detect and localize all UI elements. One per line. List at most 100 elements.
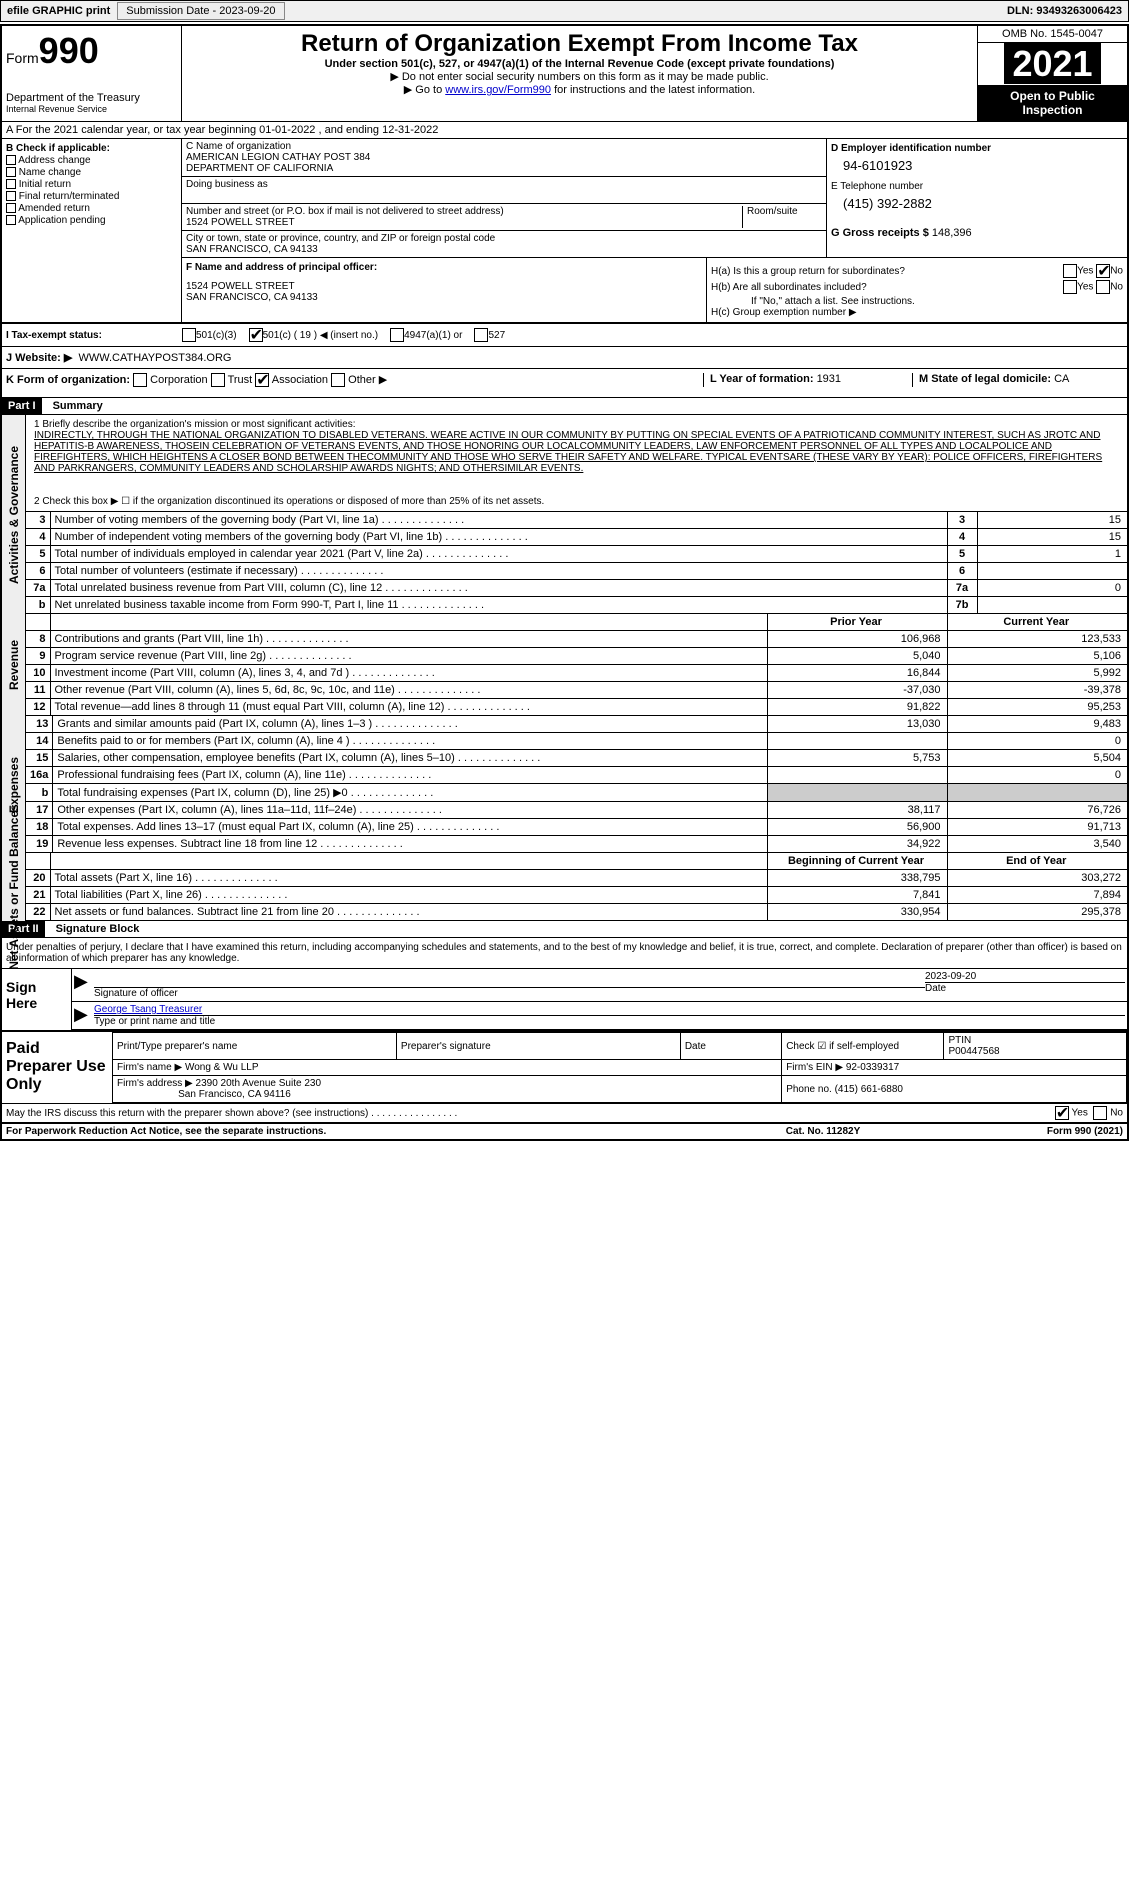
table-row: 11Other revenue (Part VIII, column (A), … <box>26 682 1127 699</box>
row-k: K Form of organization: Corporation Trus… <box>2 369 1127 398</box>
table-row: 16aProfessional fundraising fees (Part I… <box>26 767 1127 784</box>
form-title: Return of Organization Exempt From Incom… <box>186 30 973 58</box>
revenue-section: Revenue Prior YearCurrent Year 8Contribu… <box>2 614 1127 716</box>
submission-date-button[interactable]: Submission Date - 2023-09-20 <box>117 2 284 20</box>
firm-addr-2: San Francisco, CA 94116 <box>178 1089 291 1100</box>
f-label: F Name and address of principal officer: <box>186 262 702 273</box>
ha-no[interactable] <box>1096 264 1110 278</box>
governance-table: 3Number of voting members of the governi… <box>26 512 1127 614</box>
k-assoc[interactable] <box>255 373 269 387</box>
l-value: 1931 <box>817 373 841 385</box>
open-inspection: Open to Public Inspection <box>978 85 1127 121</box>
g-label: G Gross receipts $ <box>831 227 929 239</box>
dept-label: Department of the Treasury <box>6 92 177 104</box>
check-amended[interactable]: Amended return <box>6 203 177 214</box>
i-4947[interactable] <box>390 328 404 342</box>
table-row: 7aTotal unrelated business revenue from … <box>26 580 1127 597</box>
i-527[interactable] <box>474 328 488 342</box>
expenses-section: Expenses 13Grants and similar amounts pa… <box>2 716 1127 853</box>
table-row: 17Other expenses (Part IX, column (A), l… <box>26 802 1127 819</box>
city-state-zip: SAN FRANCISCO, CA 94133 <box>186 244 822 255</box>
hb-yes[interactable] <box>1063 280 1077 294</box>
form-footer: Form 990 (2021) <box>923 1126 1123 1137</box>
no-label-2: No <box>1110 282 1123 293</box>
firm-name: Wong & Wu LLP <box>185 1062 259 1073</box>
table-row: bNet unrelated business taxable income f… <box>26 597 1127 614</box>
prep-sig-label: Preparer's signature <box>396 1033 680 1060</box>
table-row: 9Program service revenue (Part VIII, lin… <box>26 648 1127 665</box>
row-j: J Website: ▶ WWW.CATHAYPOST384.ORG <box>2 347 1127 369</box>
firm-addr-1: 2390 20th Avenue Suite 230 <box>196 1078 321 1089</box>
i-501c[interactable] <box>249 328 263 342</box>
k-opt-2: Association <box>272 374 328 386</box>
check-amended-label: Amended return <box>18 203 90 214</box>
tab-netassets: Net Assets or Fund Balances <box>7 804 21 970</box>
k-other[interactable] <box>331 373 345 387</box>
ha-yes[interactable] <box>1063 264 1077 278</box>
org-name-2: DEPARTMENT OF CALIFORNIA <box>186 163 822 174</box>
netassets-header: Beginning of Current YearEnd of Year <box>26 853 1127 870</box>
hb-note: If "No," attach a list. See instructions… <box>711 296 1123 307</box>
line1-label: 1 Briefly describe the organization's mi… <box>34 419 1119 430</box>
ptin-label: PTIN <box>948 1035 971 1046</box>
k-trust[interactable] <box>211 373 225 387</box>
yes-label: Yes <box>1077 266 1093 277</box>
table-row: 10Investment income (Part VIII, column (… <box>26 665 1127 682</box>
part2-header: Part II Signature Block <box>2 921 1127 938</box>
hb-no[interactable] <box>1096 280 1110 294</box>
form-number: Form990 <box>6 30 177 72</box>
ptin-value: P00447568 <box>948 1046 999 1057</box>
firm-phone: (415) 661-6880 <box>835 1084 903 1095</box>
officer-name[interactable]: George Tsang Treasurer <box>94 1004 1125 1015</box>
form-header: Form990 Department of the Treasury Inter… <box>2 26 1127 122</box>
check-address[interactable]: Address change <box>6 155 177 166</box>
netassets-section: Net Assets or Fund Balances Beginning of… <box>2 853 1127 921</box>
k-corp[interactable] <box>133 373 147 387</box>
check-pending[interactable]: Application pending <box>6 215 177 226</box>
discuss-no[interactable] <box>1093 1106 1107 1120</box>
check-name[interactable]: Name change <box>6 167 177 178</box>
sig-date-value: 2023-09-20 <box>925 971 1125 982</box>
website-value: WWW.CATHAYPOST384.ORG <box>78 352 231 364</box>
sub3-post: for instructions and the latest informat… <box>551 84 755 96</box>
activities-section: Activities & Governance 1 Briefly descri… <box>2 415 1127 614</box>
b-header: B Check if applicable: <box>6 143 177 154</box>
col-de: D Employer identification number 94-6101… <box>827 139 1127 257</box>
firm-name-label: Firm's name ▶ <box>117 1062 182 1073</box>
table-row: 3Number of voting members of the governi… <box>26 512 1127 529</box>
part1-header: Part I Summary <box>2 398 1127 415</box>
sub3-pre: ▶ Go to <box>404 84 445 96</box>
ha-label: H(a) Is this a group return for subordin… <box>711 266 905 277</box>
sig-officer-label: Signature of officer <box>94 987 925 999</box>
d-label: D Employer identification number <box>831 143 1123 154</box>
paid-preparer-label: Paid Preparer Use Only <box>2 1032 112 1103</box>
omb-number: OMB No. 1545-0047 <box>978 26 1127 43</box>
prep-name-label: Print/Type preparer's name <box>113 1033 397 1060</box>
sign-here-label: Sign Here <box>2 969 72 1030</box>
discuss-yes[interactable] <box>1055 1106 1069 1120</box>
check-final[interactable]: Final return/terminated <box>6 191 177 202</box>
irs-label: Internal Revenue Service <box>6 104 177 114</box>
table-row: 12Total revenue—add lines 8 through 11 (… <box>26 699 1127 716</box>
table-row: 14Benefits paid to or for members (Part … <box>26 733 1127 750</box>
org-name-1: AMERICAN LEGION CATHAY POST 384 <box>186 152 822 163</box>
discuss-no-label: No <box>1110 1108 1123 1119</box>
preparer-section: Paid Preparer Use Only Print/Type prepar… <box>2 1030 1127 1103</box>
i-501c3[interactable] <box>182 328 196 342</box>
e-label: E Telephone number <box>831 181 1123 192</box>
hb-label: H(b) Are all subordinates included? <box>711 282 867 293</box>
irs-link[interactable]: www.irs.gov/Form990 <box>445 84 551 96</box>
prep-date-label: Date <box>680 1033 781 1060</box>
k-opt-1: Trust <box>228 374 253 386</box>
yes-label-2: Yes <box>1077 282 1093 293</box>
table-row: 5Total number of individuals employed in… <box>26 546 1127 563</box>
j-label: J Website: ▶ <box>6 352 72 364</box>
arrow-icon-2: ▶ <box>74 1004 94 1027</box>
table-row: 22Net assets or fund balances. Subtract … <box>26 904 1127 921</box>
room-label: Room/suite <box>747 206 822 217</box>
table-row: 15Salaries, other compensation, employee… <box>26 750 1127 767</box>
ein-value: 94-6101923 <box>831 154 1123 181</box>
cat-no: Cat. No. 11282Y <box>723 1126 923 1137</box>
check-initial[interactable]: Initial return <box>6 179 177 190</box>
table-row: 20Total assets (Part X, line 16)338,7953… <box>26 870 1127 887</box>
